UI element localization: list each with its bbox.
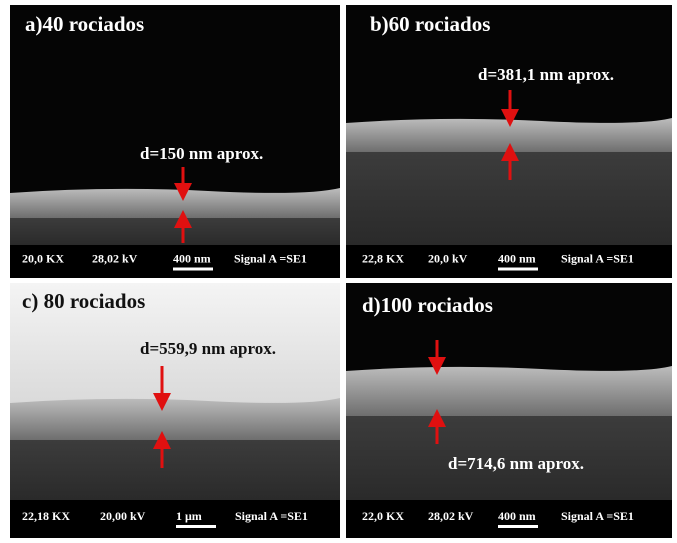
info-text: 28,02 kV [428,509,474,523]
panel-label: c) 80 rociados [22,289,145,313]
info-text: 20,00 kV [100,509,146,523]
thickness-label: d=150 nm aprox. [140,144,263,163]
substrate [10,218,340,245]
info-text: 28,02 kV [92,251,138,265]
sem-panel: d)100 rociados d=714,6 nm aprox. 22,0 KX 28… [346,283,672,538]
figure: a)40 rociados d=150 nm aprox. 20,0 KX 28,02… [0,0,677,543]
info-text: 400 nm [498,509,536,523]
scale-bar [176,525,216,528]
info-text: 22,8 KX [362,251,404,265]
thickness-label: d=714,6 nm aprox. [448,454,584,473]
film-layer [10,398,340,440]
panel-label: a)40 rociados [25,12,144,36]
substrate [10,440,340,500]
info-text: Signal A =SE1 [561,509,634,523]
film-layer [346,118,672,152]
scale-bar [498,268,538,271]
info-text: 20,0 KX [22,251,64,265]
info-text: Signal A =SE1 [234,251,307,265]
scale-bar [173,268,213,271]
panel-label: b)60 rociados [370,12,490,36]
panel-label: d)100 rociados [362,293,493,317]
thickness-label: d=559,9 nm aprox. [140,339,276,358]
info-text: Signal A =SE1 [561,251,634,265]
info-text: 20,0 kV [428,251,468,265]
sem-panel: c) 80 rociados d=559,9 nm aprox. 22,18 KX 2… [10,283,340,538]
info-text: 1 μm [176,509,202,523]
film-layer [346,366,672,416]
sem-panel: a)40 rociados d=150 nm aprox. 20,0 KX 28,02… [10,5,340,278]
info-text: 400 nm [173,251,211,265]
info-text: Signal A =SE1 [235,509,308,523]
thickness-label: d=381,1 nm aprox. [478,65,614,84]
info-text: 22,18 KX [22,509,70,523]
info-text: 400 nm [498,251,536,265]
sem-panel: b)60 rociados d=381,1 nm aprox. 22,8 KX 20,… [346,5,672,278]
info-text: 22,0 KX [362,509,404,523]
scale-bar [498,525,538,528]
